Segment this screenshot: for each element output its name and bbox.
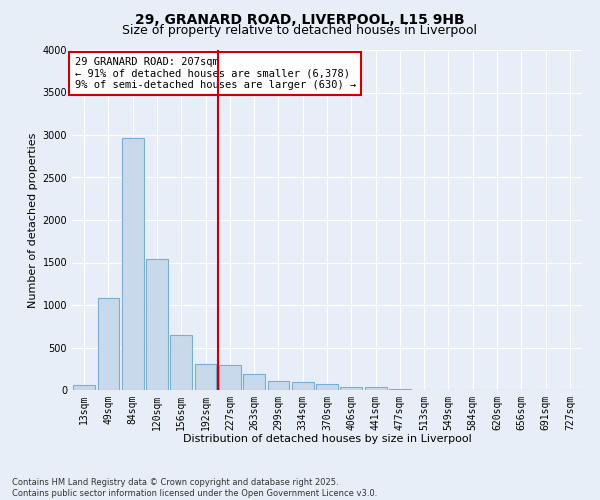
Bar — [73, 386, 95, 390]
Text: 29 GRANARD ROAD: 207sqm
← 91% of detached houses are smaller (6,378)
9% of semi-: 29 GRANARD ROAD: 207sqm ← 91% of detache… — [74, 57, 356, 90]
Bar — [316, 384, 338, 390]
Bar — [170, 335, 192, 390]
Bar — [194, 364, 217, 390]
Bar — [146, 259, 168, 390]
Text: Contains HM Land Registry data © Crown copyright and database right 2025.
Contai: Contains HM Land Registry data © Crown c… — [12, 478, 377, 498]
Bar — [268, 380, 289, 390]
Bar — [122, 138, 143, 390]
Bar — [97, 298, 119, 390]
Text: Size of property relative to detached houses in Liverpool: Size of property relative to detached ho… — [122, 24, 478, 37]
Bar — [243, 374, 265, 390]
X-axis label: Distribution of detached houses by size in Liverpool: Distribution of detached houses by size … — [182, 434, 472, 444]
Bar — [340, 388, 362, 390]
Bar — [389, 388, 411, 390]
Bar — [292, 382, 314, 390]
Bar — [365, 388, 386, 390]
Text: 29, GRANARD ROAD, LIVERPOOL, L15 9HB: 29, GRANARD ROAD, LIVERPOOL, L15 9HB — [135, 12, 465, 26]
Bar — [219, 364, 241, 390]
Y-axis label: Number of detached properties: Number of detached properties — [28, 132, 38, 308]
